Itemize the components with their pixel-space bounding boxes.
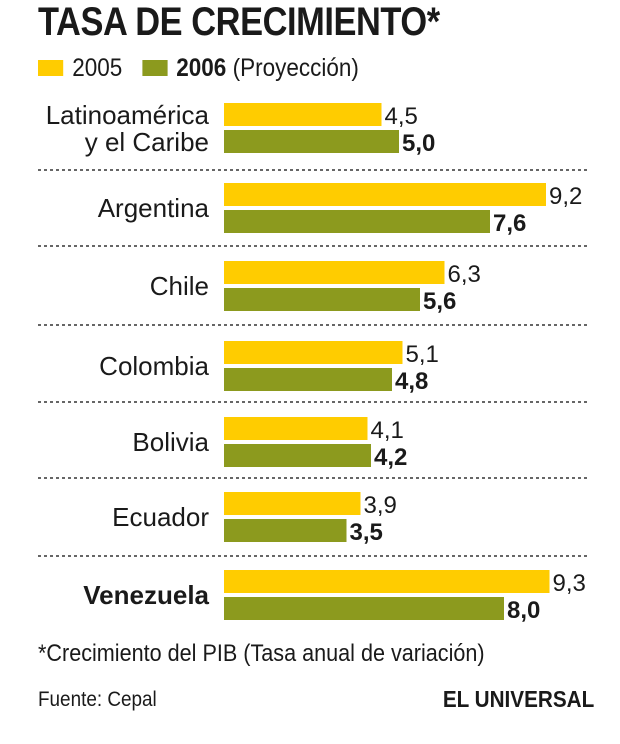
source-note: Fuente: Cepal [38,688,157,711]
bar-2005-1 [224,183,546,206]
data-label-2005-6: 9,3 [553,570,586,597]
legend-swatch-2006 [142,60,168,76]
category-label-0-0: Latinoamérica [46,100,210,130]
footnote: *Crecimiento del PIB (Tasa anual de vari… [38,640,485,667]
bar-2006-5 [224,519,347,542]
chart-title: TASA DE CRECIMIENTO* [38,0,440,44]
bar-2006-6 [224,597,504,620]
category-label-1-0: Argentina [98,193,210,223]
data-label-2006-5: 3,5 [350,519,383,546]
data-label-2006-4: 4,2 [374,444,407,471]
bar-2005-0 [224,103,382,126]
category-label-4-0: Bolivia [132,427,209,457]
bar-2006-3 [224,368,392,391]
bar-2005-3 [224,341,403,364]
data-label-2006-3: 4,8 [395,368,428,395]
category-label-0-1: y el Caribe [85,127,209,157]
data-label-2005-2: 6,3 [448,261,481,288]
bar-2005-5 [224,492,361,515]
bar-2005-4 [224,417,368,440]
data-label-2006-2: 5,6 [423,288,456,315]
data-label-2005-4: 4,1 [371,417,404,444]
category-label-5-0: Ecuador [112,502,209,532]
data-label-2005-5: 3,9 [364,492,397,519]
data-label-2006-1: 7,6 [493,210,526,237]
bar-2006-0 [224,130,399,153]
bar-2005-2 [224,261,445,284]
category-label-2-0: Chile [150,271,209,301]
category-label-3-0: Colombia [99,351,209,381]
legend: 2005 2006 (Proyección) [38,54,359,82]
bar-2006-2 [224,288,420,311]
legend-label-2006: 2006 (Proyección) [176,53,359,82]
bar-2005-6 [224,570,550,593]
data-label-2006-6: 8,0 [507,597,540,624]
data-label-2005-1: 9,2 [549,183,582,210]
publisher-logo: EL UNIVERSAL [442,686,594,712]
bar-2006-1 [224,210,490,233]
legend-swatch-2005 [38,60,64,76]
data-label-2005-0: 4,5 [385,103,418,130]
legend-label-2005: 2005 [72,53,123,82]
data-label-2006-0: 5,0 [402,130,435,157]
data-label-2005-3: 5,1 [406,341,439,368]
bar-2006-4 [224,444,371,467]
category-label-6-0: Venezuela [83,580,209,610]
